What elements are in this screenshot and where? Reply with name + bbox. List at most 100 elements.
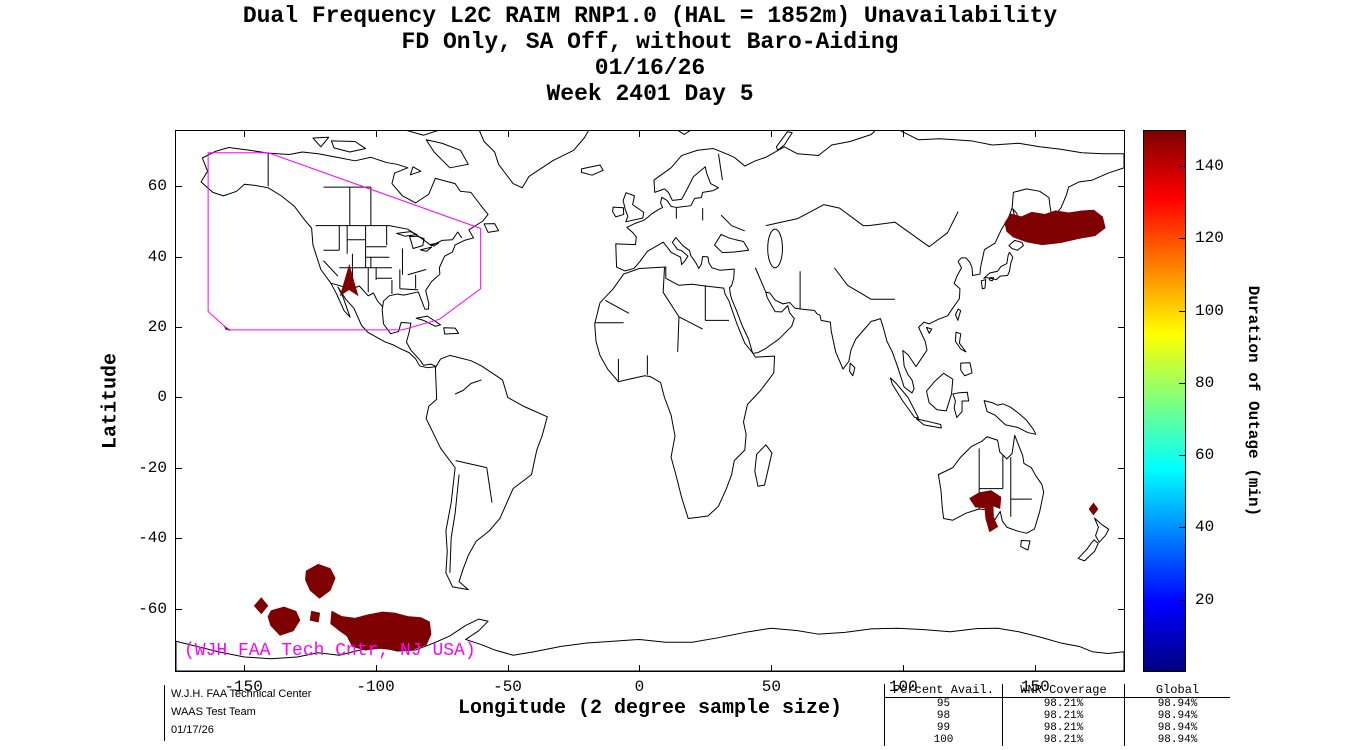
stats-header-percent-avail: Percent Avail. (885, 684, 1003, 698)
colorbar-tick-label: 120 (1195, 229, 1224, 248)
title-line-4: Week 2401 Day 5 (546, 81, 754, 107)
footer-line-3: 01/17/26 (171, 724, 214, 736)
colorbar-label: Duration of Outage (min) (1244, 285, 1262, 517)
x-tick-mark (771, 131, 773, 137)
outage-region-southwest-us (341, 266, 358, 295)
outage-region-south-pacific-3 (268, 607, 300, 635)
outage-region-south-pacific-1 (306, 564, 335, 598)
colorbar-tick-mark (1179, 166, 1185, 168)
australia-borders (979, 448, 1032, 516)
x-tick-label: -150 (224, 678, 263, 696)
stats-table: Percent Avail. WNR Coverage Global 95 98.… (884, 684, 1230, 746)
colorbar-tick-label: 100 (1195, 301, 1224, 320)
outage-region-south-pacific-2 (254, 598, 267, 613)
y-tick-mark (176, 186, 182, 188)
y-tick-label: -60 (138, 599, 167, 618)
x-tick-label: 100 (888, 678, 918, 696)
x-tick-mark (243, 665, 245, 671)
x-tick-label: -100 (356, 678, 395, 696)
title-line-1: Dual Frequency L2C RAIM RNP1.0 (HAL = 18… (242, 3, 1058, 29)
colorbar-tick-mark (1179, 382, 1185, 384)
colorbar-tick-mark (1179, 238, 1185, 240)
y-tick-mark (176, 397, 182, 399)
footer-credit-block: W.J.H. FAA Technical Center WAAS Test Te… (164, 685, 311, 741)
y-tick-mark (176, 467, 182, 469)
colorbar-tick-label: 40 (1195, 518, 1215, 537)
stats-cell: 98.21% (1003, 698, 1125, 710)
stats-cell: 98.94% (1157, 710, 1198, 722)
colorbar-tick-mark (1179, 599, 1185, 601)
stats-cell: 98.94% (1157, 722, 1198, 734)
stats-cell: 99 (885, 722, 1003, 734)
asia-borders (676, 154, 958, 309)
x-tick-mark (903, 665, 905, 671)
outage-region-south-pacific-4 (331, 611, 431, 650)
outage-region-south-australia (970, 491, 1001, 532)
y-tick-mark (1118, 608, 1124, 610)
x-tick-mark (771, 665, 773, 671)
map-plot-area: (WJH FAA Tech Cntr, NJ USA) (175, 130, 1125, 672)
waas-coverage-boundary (208, 153, 481, 330)
y-tick-mark (176, 327, 182, 329)
x-tick-mark (507, 131, 509, 137)
x-tick-label: 50 (761, 678, 781, 696)
stats-cell: 98.94% (1157, 734, 1198, 746)
stats-cell: 98.21% (1003, 734, 1125, 746)
caspian-sea (768, 229, 783, 268)
title-line-2: FD Only, SA Off, without Baro-Aiding (401, 29, 899, 55)
lakes-outline (397, 232, 749, 253)
y-tick-mark (1118, 186, 1124, 188)
y-tick-mark (176, 608, 182, 610)
y-tick-mark (1118, 397, 1124, 399)
outage-region-tasman-sea-diamond (1089, 503, 1097, 514)
coverage-boundary-layer (208, 153, 481, 330)
x-tick-mark (639, 665, 641, 671)
x-tick-mark (903, 131, 905, 137)
y-tick-mark (1118, 327, 1124, 329)
y-tick-mark (1118, 256, 1124, 258)
y-tick-label: -40 (138, 529, 167, 548)
y-tick-label: 0 (157, 388, 167, 407)
coastlines (176, 131, 1124, 671)
colorbar (1143, 130, 1186, 672)
x-tick-label: 0 (634, 678, 645, 696)
y-tick-label: -20 (138, 458, 167, 477)
y-tick-label: 20 (147, 318, 167, 337)
footer-line-2: WAAS Test Team (171, 706, 256, 718)
x-tick-label: -50 (493, 678, 522, 696)
footer-line-1: W.J.H. FAA Technical Center (171, 688, 312, 700)
title-line-3: 01/16/26 (594, 55, 706, 81)
country-borders (268, 153, 1032, 573)
north-america-borders (268, 153, 462, 307)
colorbar-tick-mark (1179, 527, 1185, 529)
x-axis-label: Longitude (2 degree sample size) (457, 697, 843, 720)
south-america-borders (450, 380, 492, 573)
x-tick-mark (243, 131, 245, 137)
stats-cell: 98.94% (1157, 698, 1198, 710)
stats-header-wnr-coverage: WNR Coverage (1003, 684, 1125, 698)
x-tick-mark (507, 665, 509, 671)
x-tick-mark (1035, 131, 1037, 137)
outage-region-south-pacific-5 (310, 611, 319, 622)
x-tick-mark (375, 665, 377, 671)
world-map (176, 131, 1124, 671)
north-america-outline (201, 147, 488, 367)
stats-cell: 98.21% (1003, 722, 1125, 734)
stats-cell: 100 (885, 734, 1003, 746)
x-tick-label: 150 (1020, 678, 1050, 696)
map-credit-text: (WJH FAA Tech Cntr, NJ USA) (184, 641, 476, 661)
chart-title-block: Dual Frequency L2C RAIM RNP1.0 (HAL = 18… (175, 3, 1125, 107)
greenland-outline (479, 131, 590, 188)
stats-cell: 95 (885, 698, 1003, 710)
y-tick-mark (1118, 467, 1124, 469)
outage-region-north-pacific-japan (1005, 210, 1105, 244)
australia-outline (938, 435, 1043, 533)
colorbar-tick-mark (1179, 455, 1185, 457)
colorbar-tick-label: 140 (1195, 157, 1224, 176)
x-tick-mark (375, 131, 377, 137)
y-tick-mark (176, 256, 182, 258)
stats-cell: 98.21% (1003, 710, 1125, 722)
colorbar-tick-label: 80 (1195, 373, 1215, 392)
africa-borders (595, 268, 729, 381)
